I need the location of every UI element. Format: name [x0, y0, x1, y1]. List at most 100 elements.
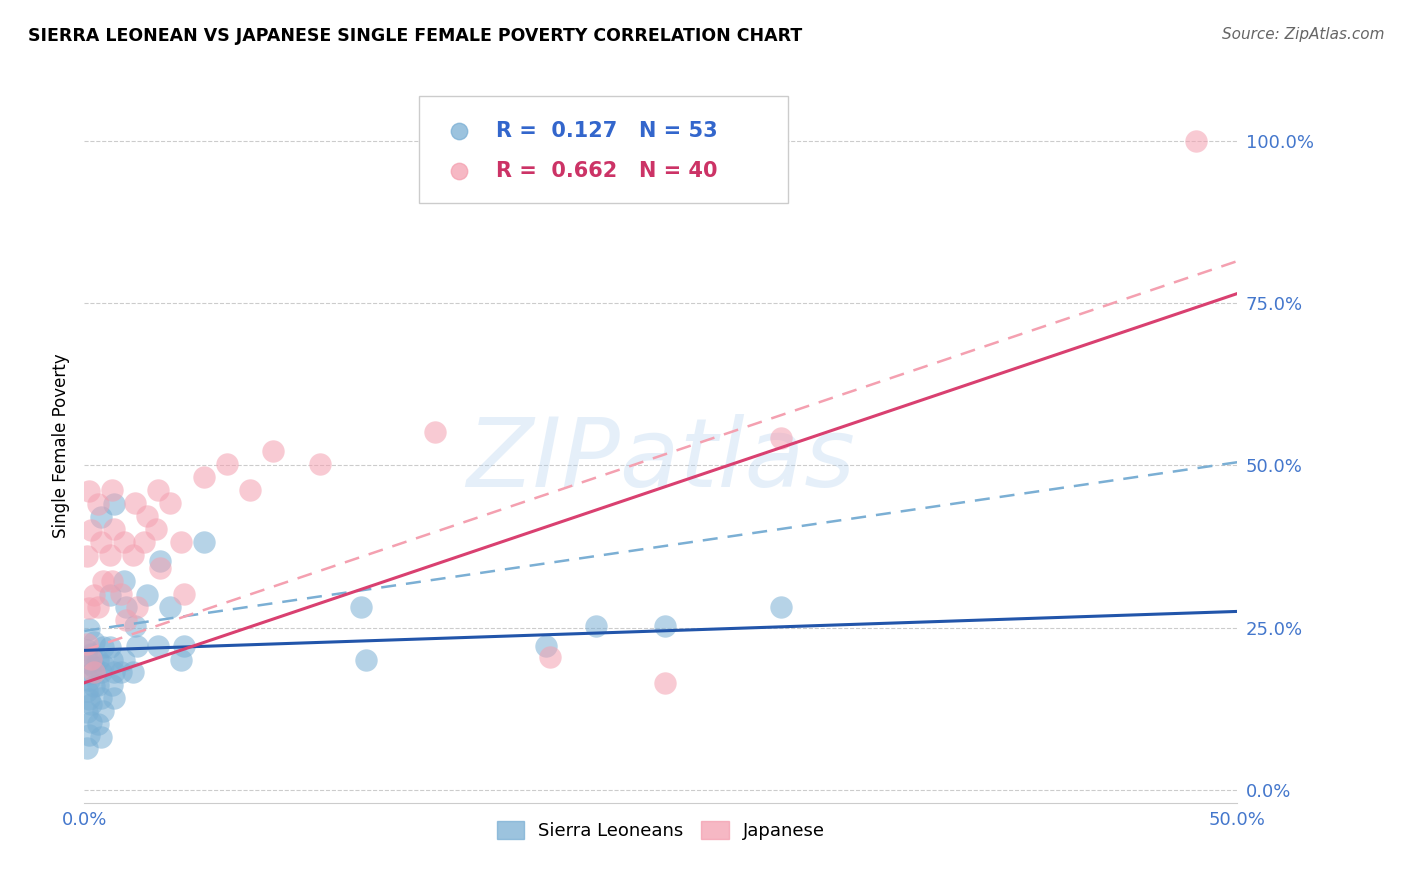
Point	[76, 740, 98, 755]
Point	[159, 496, 181, 510]
Point	[91, 640, 114, 654]
Point	[83, 659, 105, 673]
Point	[110, 587, 132, 601]
Point	[654, 675, 676, 690]
Point	[1184, 134, 1206, 148]
Point	[103, 690, 125, 705]
Point	[124, 619, 146, 633]
Point	[77, 728, 100, 742]
Point	[77, 673, 100, 687]
Point	[193, 470, 215, 484]
Point	[87, 599, 110, 614]
Point	[115, 613, 138, 627]
Point	[77, 692, 100, 706]
Point	[87, 678, 110, 692]
Point	[145, 522, 167, 536]
Point	[135, 588, 157, 602]
Point	[769, 431, 792, 445]
Point	[121, 548, 143, 562]
Point	[149, 561, 172, 575]
Point	[91, 574, 114, 588]
Point	[89, 665, 111, 679]
Y-axis label: Single Female Poverty: Single Female Poverty	[52, 354, 70, 538]
Point	[80, 652, 103, 666]
Point	[77, 657, 100, 671]
Point	[193, 535, 215, 549]
Point	[91, 704, 114, 718]
Point	[89, 510, 111, 524]
Text: SIERRA LEONEAN VS JAPANESE SINGLE FEMALE POVERTY CORRELATION CHART: SIERRA LEONEAN VS JAPANESE SINGLE FEMALE…	[28, 27, 803, 45]
Text: R =  0.127   N = 53: R = 0.127 N = 53	[496, 120, 717, 141]
Point	[538, 649, 561, 664]
Point	[77, 601, 100, 615]
Text: ZIPatlas: ZIPatlas	[467, 414, 855, 507]
Point	[159, 599, 181, 614]
Point	[76, 549, 98, 564]
Text: Source: ZipAtlas.com: Source: ZipAtlas.com	[1222, 27, 1385, 42]
Point	[80, 647, 103, 661]
Point	[76, 637, 98, 651]
Point	[98, 588, 121, 602]
Point	[101, 574, 124, 588]
Point	[127, 639, 149, 653]
Point	[80, 524, 103, 538]
Point	[101, 483, 124, 497]
Point	[654, 619, 676, 633]
Point	[83, 635, 105, 649]
Point	[308, 457, 330, 471]
Point	[134, 535, 156, 549]
Point	[80, 666, 103, 681]
Point	[110, 665, 132, 679]
Point	[115, 599, 138, 614]
Point	[112, 535, 135, 549]
Point	[823, 171, 845, 186]
Point	[89, 730, 111, 744]
Point	[121, 665, 143, 679]
Point	[146, 483, 169, 497]
Point	[350, 599, 373, 614]
Point	[91, 658, 114, 673]
Point	[89, 535, 111, 549]
Point	[170, 535, 193, 549]
Point	[173, 639, 195, 653]
Point	[98, 548, 121, 562]
Point	[83, 588, 105, 602]
FancyBboxPatch shape	[419, 96, 787, 203]
Text: R =  0.662   N = 40: R = 0.662 N = 40	[496, 161, 717, 181]
Point	[80, 697, 103, 711]
Point	[87, 716, 110, 731]
Point	[135, 509, 157, 524]
Point	[217, 457, 239, 471]
Point	[76, 705, 98, 719]
Point	[101, 678, 124, 692]
Point	[585, 619, 607, 633]
Point	[101, 653, 124, 667]
Point	[83, 679, 105, 693]
Point	[170, 653, 193, 667]
Point	[112, 653, 135, 667]
Point	[534, 639, 557, 653]
Point	[124, 496, 146, 510]
Point	[103, 497, 125, 511]
Point	[146, 639, 169, 653]
Point	[89, 690, 111, 705]
Point	[823, 209, 845, 223]
Point	[112, 574, 135, 588]
Point	[77, 484, 100, 499]
Point	[103, 665, 125, 679]
Point	[423, 425, 446, 439]
Point	[239, 483, 262, 497]
Point	[127, 599, 149, 614]
Point	[98, 640, 121, 654]
Point	[173, 587, 195, 601]
Point	[262, 444, 284, 458]
Point	[77, 622, 100, 636]
Point	[76, 684, 98, 698]
Point	[80, 714, 103, 729]
Point	[149, 554, 172, 568]
Point	[769, 599, 792, 614]
Point	[76, 643, 98, 657]
Legend: Sierra Leoneans, Japanese: Sierra Leoneans, Japanese	[489, 814, 832, 847]
Point	[87, 653, 110, 667]
Point	[83, 665, 105, 679]
